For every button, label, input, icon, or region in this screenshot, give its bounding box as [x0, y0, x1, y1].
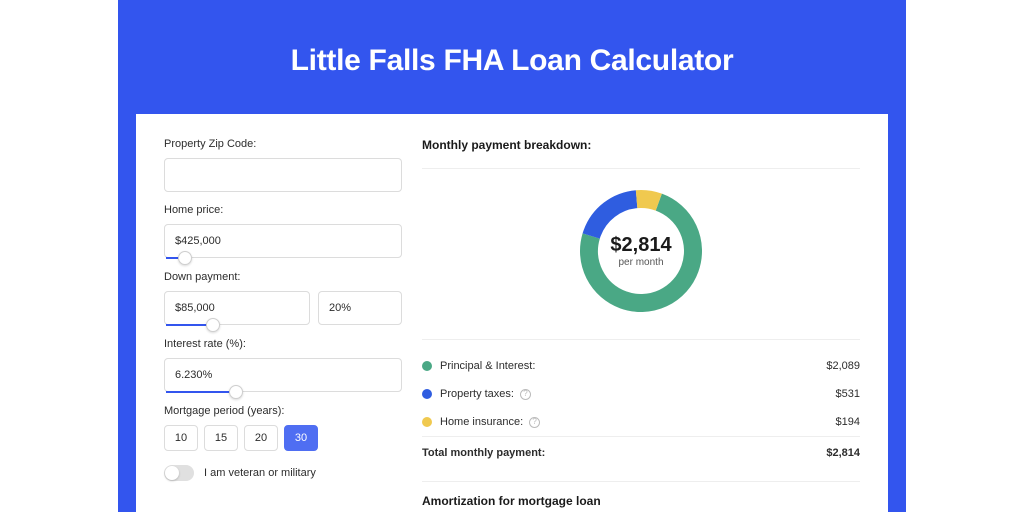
period-button-10[interactable]: 10 [164, 425, 198, 451]
total-value: $2,814 [826, 447, 860, 459]
slider-fill [166, 391, 236, 393]
total-label: Total monthly payment: [422, 447, 826, 459]
breakdown-label-text: Property taxes: [440, 388, 514, 400]
veteran-row: I am veteran or military [164, 465, 402, 481]
breakdown-label-text: Home insurance: [440, 416, 523, 428]
amortization-title: Amortization for mortgage loan [422, 494, 860, 512]
interest-rate-slider[interactable] [166, 391, 400, 393]
breakdown-title: Monthly payment breakdown: [422, 138, 860, 162]
breakdown-column: Monthly payment breakdown: $2,814 per mo… [422, 138, 860, 512]
legend-dot [422, 417, 432, 427]
info-icon[interactable]: ? [529, 417, 540, 428]
donut-subtext: per month [610, 257, 671, 268]
down-payment-field: Down payment: [164, 271, 402, 326]
breakdown-label: Home insurance:? [440, 416, 836, 428]
veteran-label: I am veteran or military [204, 467, 316, 479]
slider-thumb[interactable] [178, 251, 192, 265]
breakdown-label: Property taxes:? [440, 388, 836, 400]
breakdown-label-text: Principal & Interest: [440, 360, 535, 372]
donut-center: $2,814 per month [610, 234, 671, 268]
total-row: Total monthly payment: $2,814 [422, 436, 860, 467]
breakdown-label: Principal & Interest: [440, 360, 826, 372]
period-button-15[interactable]: 15 [204, 425, 238, 451]
zip-input[interactable] [164, 158, 402, 192]
slider-thumb[interactable] [206, 318, 220, 332]
mortgage-period-group: 10152030 [164, 425, 402, 451]
veteran-toggle[interactable] [164, 465, 194, 481]
breakdown-rows: Principal & Interest: $2,089 Property taxe… [422, 352, 860, 436]
divider [422, 168, 860, 169]
down-payment-percent-input[interactable] [318, 291, 402, 325]
inputs-column: Property Zip Code: Home price: Down paym… [164, 138, 402, 512]
zip-field: Property Zip Code: [164, 138, 402, 192]
period-button-20[interactable]: 20 [244, 425, 278, 451]
down-payment-amount-input[interactable] [164, 291, 310, 325]
legend-dot [422, 361, 432, 371]
down-payment-slider[interactable] [166, 324, 400, 326]
home-price-label: Home price: [164, 204, 402, 216]
breakdown-value: $531 [836, 388, 860, 400]
period-button-30[interactable]: 30 [284, 425, 318, 451]
breakdown-row: Home insurance:?$194 [422, 408, 860, 436]
slider-thumb[interactable] [229, 385, 243, 399]
info-icon[interactable]: ? [520, 389, 531, 400]
interest-rate-input[interactable] [164, 358, 402, 392]
breakdown-row: Property taxes:?$531 [422, 380, 860, 408]
divider [422, 339, 860, 340]
legend-dot [422, 389, 432, 399]
breakdown-value: $194 [836, 416, 860, 428]
divider [422, 481, 860, 482]
page-title: Little Falls FHA Loan Calculator [118, 44, 906, 78]
donut-amount: $2,814 [610, 234, 671, 257]
interest-rate-label: Interest rate (%): [164, 338, 402, 350]
down-payment-label: Down payment: [164, 271, 402, 283]
home-price-input[interactable] [164, 224, 402, 258]
zip-label: Property Zip Code: [164, 138, 402, 150]
mortgage-period-field: Mortgage period (years): 10152030 [164, 405, 402, 451]
mortgage-period-label: Mortgage period (years): [164, 405, 402, 417]
donut-chart: $2,814 per month [422, 181, 860, 321]
home-price-slider[interactable] [166, 257, 400, 259]
breakdown-row: Principal & Interest: $2,089 [422, 352, 860, 380]
interest-rate-field: Interest rate (%): [164, 338, 402, 393]
breakdown-value: $2,089 [826, 360, 860, 372]
calculator-card: Property Zip Code: Home price: Down paym… [136, 114, 888, 512]
calculator-page: Little Falls FHA Loan Calculator Propert… [118, 0, 906, 512]
home-price-field: Home price: [164, 204, 402, 259]
